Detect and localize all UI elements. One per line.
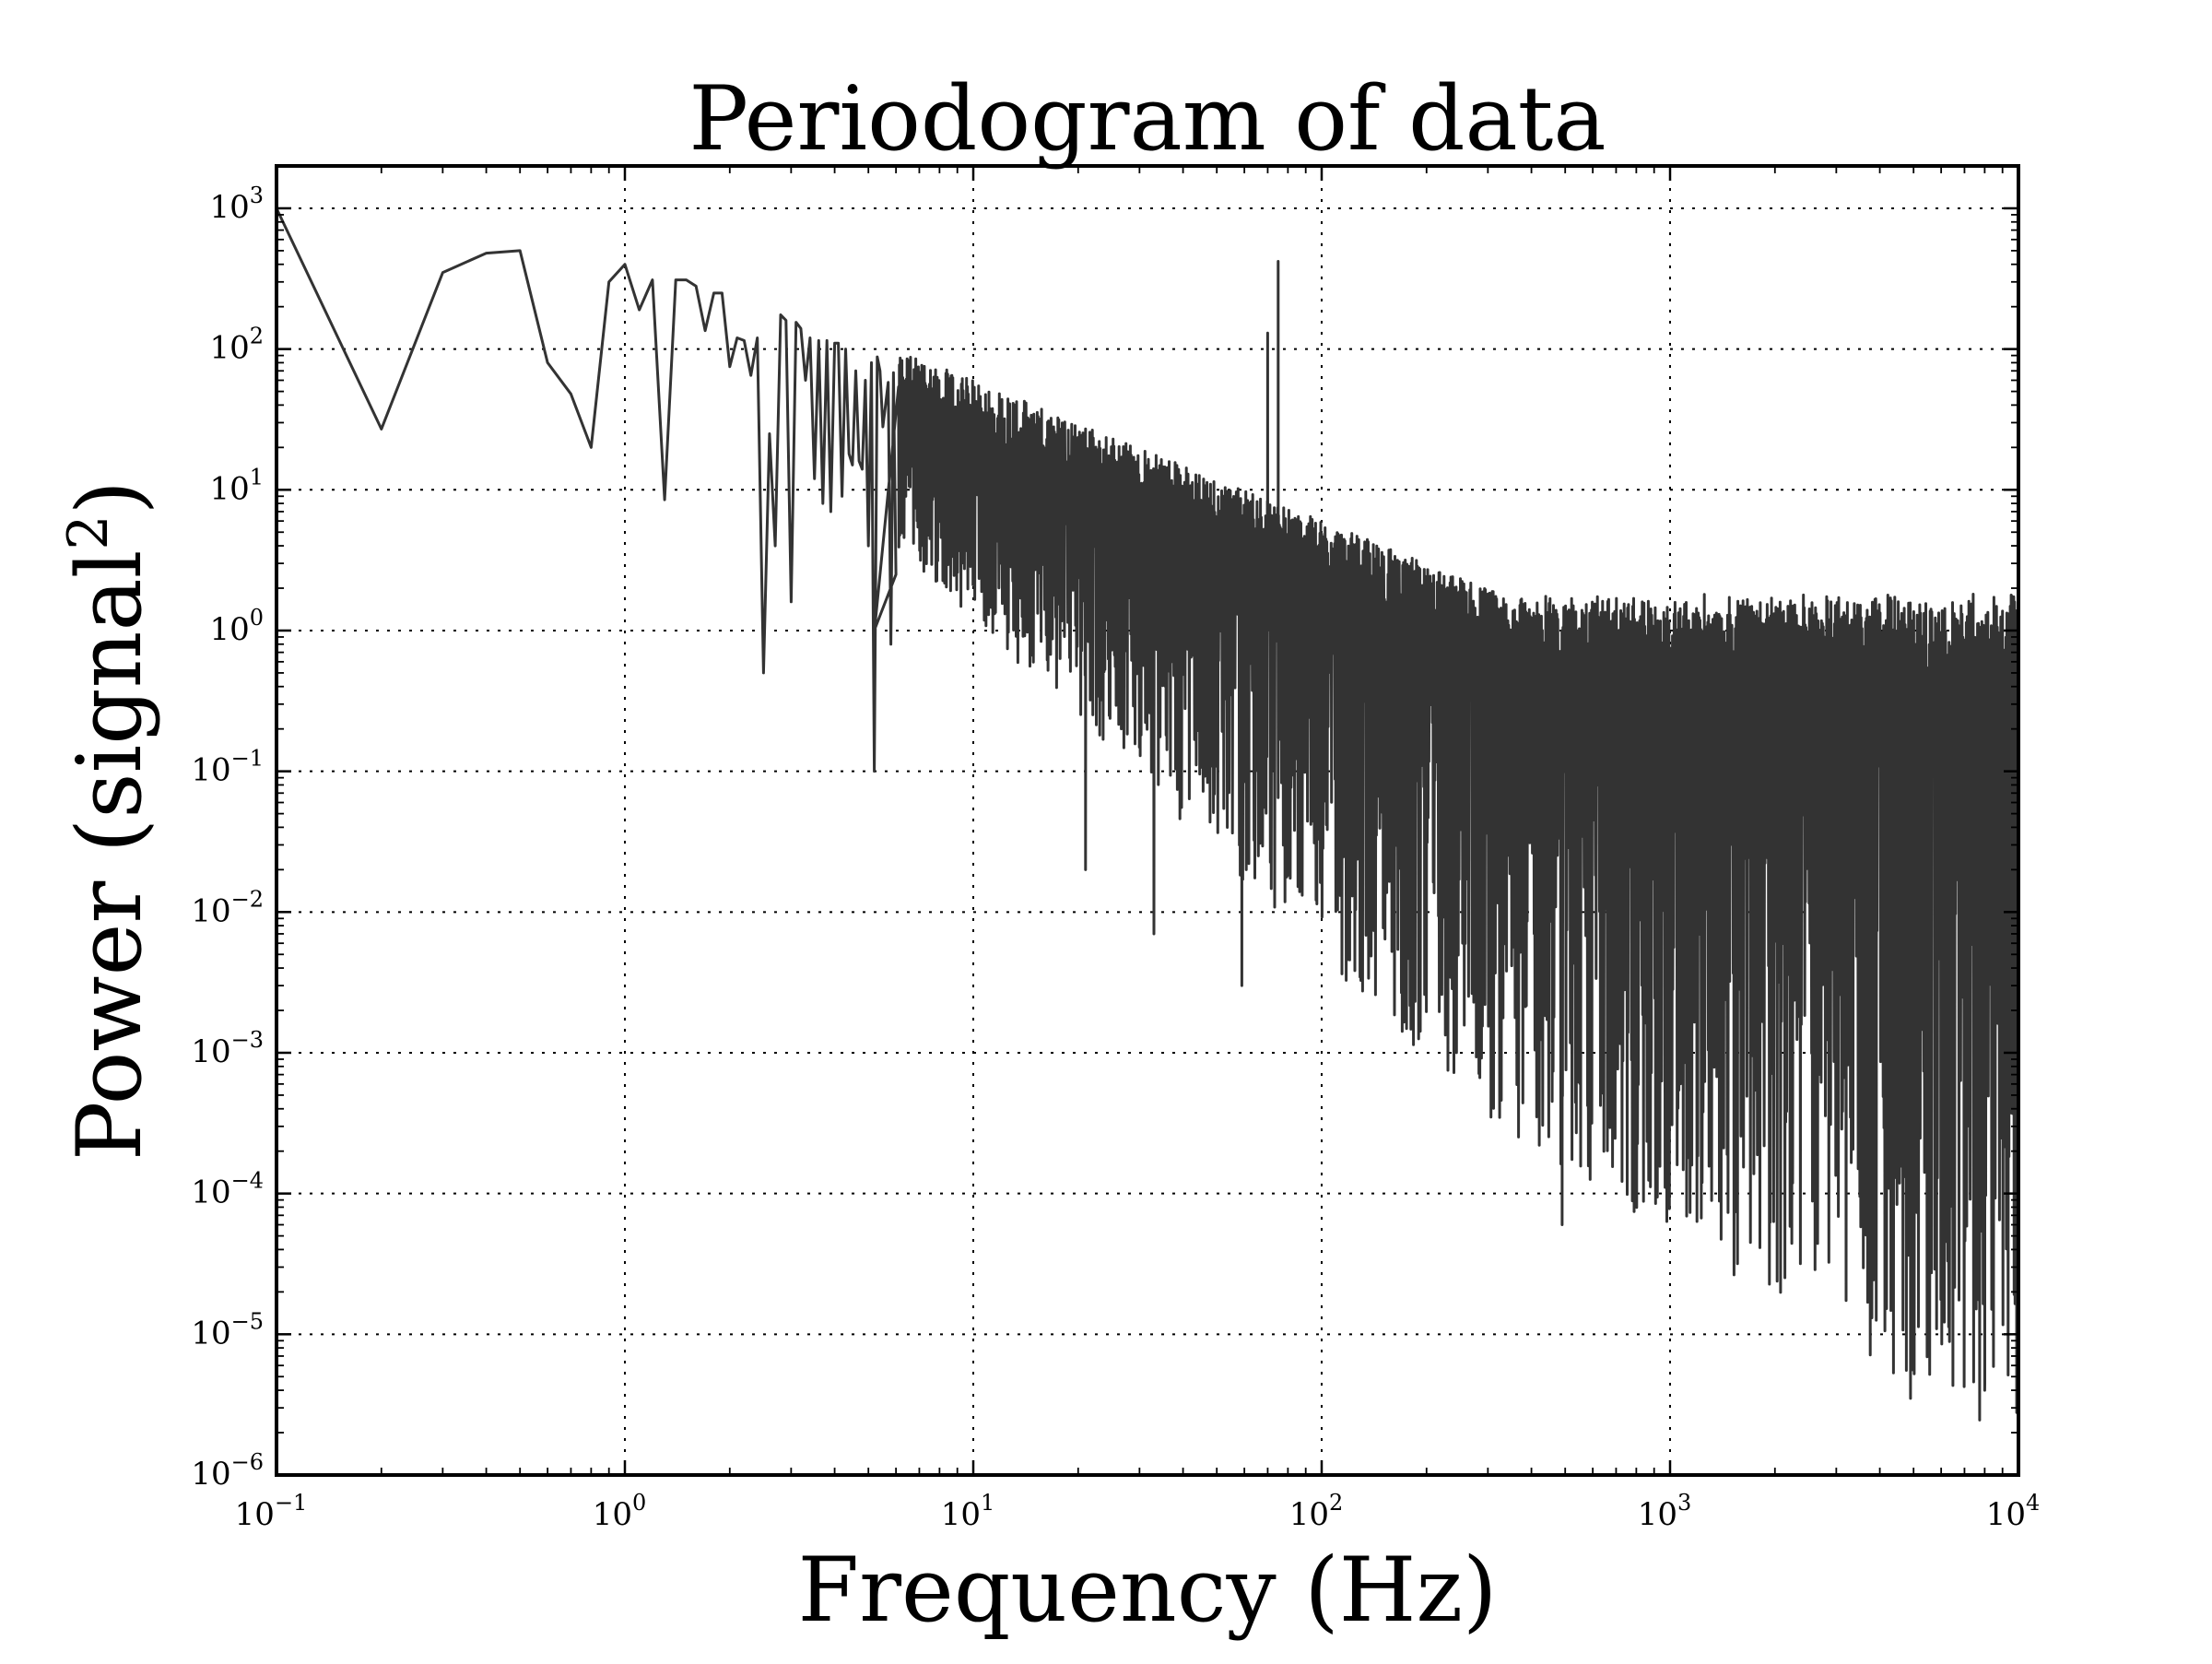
series-periodogram-line <box>275 207 2020 1422</box>
y-axis-label-base: Power (signal <box>58 550 161 1162</box>
y-tick-exponent: −2 <box>231 886 264 912</box>
series-layer <box>275 207 2020 1422</box>
y-tick-exponent: −6 <box>231 1449 264 1475</box>
y-tick-label: 10−5 <box>191 1308 264 1351</box>
y-tick-base: 10 <box>209 330 249 367</box>
tick-labels: 10−1 100 101 102 103 10410−610−510−410−310−21… <box>191 183 2040 1533</box>
y-axis-label-tail: ) <box>58 480 161 514</box>
y-tick-label: 103 <box>209 183 264 226</box>
y-axis-label: Power (signal2) <box>56 480 161 1161</box>
y-tick-label: 10−1 <box>191 746 264 789</box>
x-tick-label: 10−1 <box>235 1490 308 1533</box>
y-tick-exponent: 2 <box>250 324 264 349</box>
x-tick-base: 10 <box>235 1496 275 1533</box>
y-tick-base: 10 <box>191 752 230 789</box>
y-tick-exponent: 3 <box>250 183 264 208</box>
y-tick-label: 10−2 <box>191 886 264 929</box>
y-tick-exponent: 0 <box>250 605 264 631</box>
x-tick-exponent: 4 <box>2026 1490 2040 1516</box>
y-tick-label: 101 <box>209 464 264 507</box>
y-tick-base: 10 <box>209 189 249 226</box>
y-tick-exponent: −5 <box>231 1308 264 1334</box>
y-tick-label: 10−6 <box>191 1449 264 1493</box>
y-tick-base: 10 <box>209 611 249 648</box>
y-tick-base: 10 <box>209 470 249 507</box>
x-tick-exponent: 0 <box>632 1490 646 1516</box>
y-tick-base: 10 <box>191 1033 230 1070</box>
y-axis-label-superscript: 2 <box>56 514 121 549</box>
y-tick-label: 100 <box>209 605 264 648</box>
tick-marks <box>275 165 2020 1477</box>
y-tick-label: 10−4 <box>191 1168 264 1211</box>
x-tick-exponent: 3 <box>1677 1490 1691 1516</box>
x-tick-exponent: 1 <box>981 1490 994 1516</box>
y-tick-label: 10−3 <box>191 1027 264 1070</box>
y-tick-base: 10 <box>191 1456 230 1493</box>
x-axis-label: Frequency (Hz) <box>798 1539 1498 1642</box>
y-tick-base: 10 <box>191 1174 230 1211</box>
x-tick-label: 103 <box>1638 1490 1692 1533</box>
x-tick-label: 101 <box>941 1490 995 1533</box>
x-tick-base: 10 <box>593 1496 632 1533</box>
y-tick-exponent: −3 <box>231 1027 264 1053</box>
x-tick-base: 10 <box>1986 1496 2026 1533</box>
x-tick-exponent: 2 <box>1329 1490 1343 1516</box>
x-tick-base: 10 <box>1638 1496 1677 1533</box>
chart-title: Periodogram of data <box>688 67 1606 171</box>
x-tick-label: 102 <box>1289 1490 1344 1533</box>
y-tick-base: 10 <box>191 1315 230 1351</box>
x-tick-base: 10 <box>941 1496 981 1533</box>
y-tick-exponent: −4 <box>231 1168 264 1194</box>
x-tick-base: 10 <box>1289 1496 1329 1533</box>
x-tick-exponent: −1 <box>275 1490 307 1516</box>
axes-frame <box>275 164 2020 1477</box>
y-tick-label: 102 <box>209 324 264 367</box>
y-tick-base: 10 <box>191 892 230 929</box>
y-tick-exponent: −1 <box>231 746 264 772</box>
x-tick-label: 100 <box>593 1490 647 1533</box>
y-tick-exponent: 1 <box>250 464 264 490</box>
x-tick-label: 104 <box>1986 1490 2041 1533</box>
